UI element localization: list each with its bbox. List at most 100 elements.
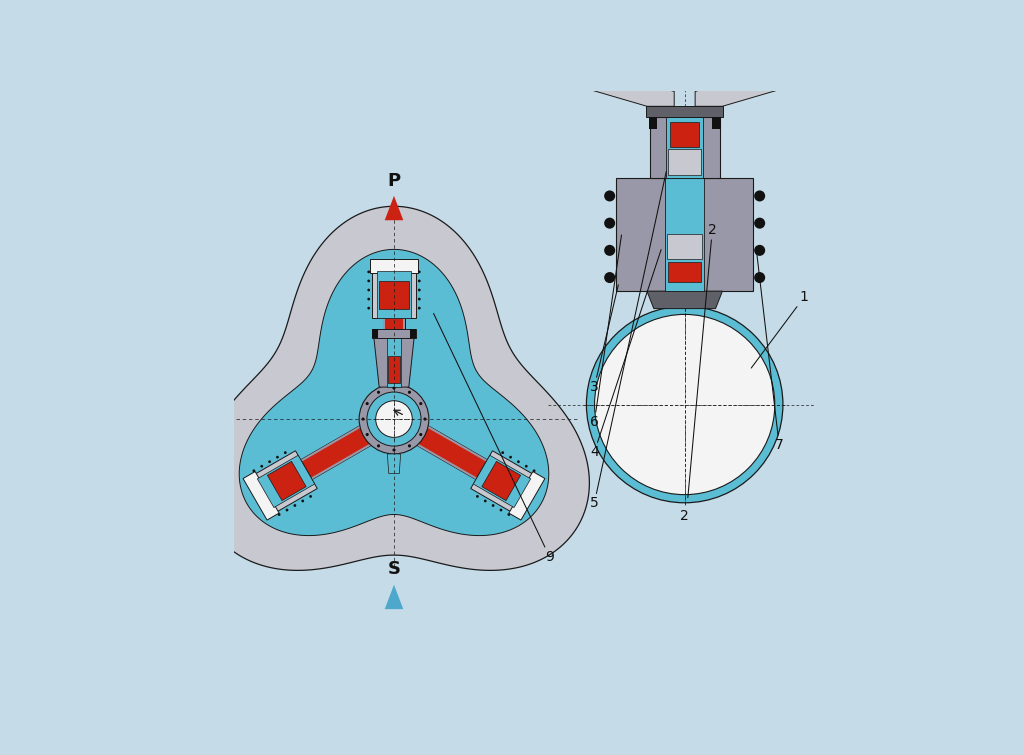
Circle shape: [268, 461, 271, 463]
Polygon shape: [378, 271, 411, 318]
Polygon shape: [665, 177, 705, 291]
Circle shape: [525, 465, 527, 467]
Text: 2: 2: [688, 223, 717, 498]
Polygon shape: [243, 472, 280, 520]
Text: 7: 7: [757, 251, 783, 452]
Circle shape: [532, 470, 536, 472]
Circle shape: [604, 217, 615, 229]
Circle shape: [419, 402, 422, 405]
Circle shape: [253, 470, 255, 472]
Circle shape: [509, 456, 512, 458]
Polygon shape: [301, 426, 360, 461]
Circle shape: [754, 272, 765, 283]
Polygon shape: [471, 451, 534, 512]
Polygon shape: [666, 117, 703, 177]
Polygon shape: [383, 318, 385, 386]
Polygon shape: [240, 249, 549, 535]
Polygon shape: [385, 196, 403, 220]
Polygon shape: [712, 117, 721, 129]
Polygon shape: [647, 291, 722, 309]
Polygon shape: [509, 472, 545, 520]
Polygon shape: [372, 271, 416, 318]
Polygon shape: [301, 426, 371, 479]
Circle shape: [368, 288, 370, 291]
Text: 1: 1: [752, 290, 809, 368]
Circle shape: [604, 272, 615, 283]
Circle shape: [484, 500, 486, 502]
Circle shape: [418, 307, 421, 310]
Circle shape: [368, 270, 370, 273]
Circle shape: [368, 297, 370, 300]
Polygon shape: [385, 584, 403, 609]
Circle shape: [595, 314, 775, 495]
Circle shape: [366, 402, 369, 405]
Circle shape: [418, 270, 421, 273]
Polygon shape: [199, 206, 590, 570]
Circle shape: [476, 495, 479, 498]
Polygon shape: [403, 318, 406, 386]
Polygon shape: [482, 461, 520, 501]
Polygon shape: [255, 451, 317, 512]
Circle shape: [604, 245, 615, 256]
Circle shape: [754, 245, 765, 256]
Polygon shape: [380, 282, 409, 310]
Polygon shape: [616, 177, 754, 291]
Circle shape: [284, 451, 287, 454]
Polygon shape: [648, 117, 657, 129]
Text: 5: 5: [590, 171, 667, 510]
Polygon shape: [668, 235, 702, 260]
Circle shape: [294, 504, 296, 507]
Circle shape: [492, 504, 495, 507]
Text: S: S: [387, 559, 400, 578]
Polygon shape: [417, 426, 487, 479]
Circle shape: [418, 279, 421, 282]
Polygon shape: [372, 329, 378, 337]
Circle shape: [418, 288, 421, 291]
Circle shape: [361, 418, 365, 421]
Polygon shape: [473, 455, 530, 507]
Circle shape: [500, 509, 503, 511]
Polygon shape: [670, 122, 699, 147]
Circle shape: [286, 509, 289, 511]
Circle shape: [754, 217, 765, 229]
Circle shape: [377, 444, 380, 448]
Polygon shape: [669, 149, 700, 174]
Text: P: P: [387, 172, 400, 190]
Polygon shape: [383, 318, 406, 386]
Polygon shape: [267, 461, 306, 501]
Polygon shape: [372, 329, 416, 338]
Circle shape: [359, 384, 429, 454]
Circle shape: [392, 387, 395, 390]
Circle shape: [278, 513, 281, 516]
Circle shape: [508, 513, 510, 516]
Text: 2: 2: [680, 509, 689, 523]
Circle shape: [502, 451, 504, 454]
Text: 3: 3: [590, 285, 618, 394]
Circle shape: [276, 456, 279, 458]
Circle shape: [392, 448, 395, 451]
Text: 9: 9: [433, 313, 554, 564]
Polygon shape: [669, 262, 700, 282]
Polygon shape: [562, 57, 674, 106]
Circle shape: [604, 190, 615, 202]
Text: 6: 6: [590, 235, 622, 429]
Circle shape: [368, 307, 370, 310]
Circle shape: [754, 190, 765, 202]
Circle shape: [423, 418, 427, 421]
Polygon shape: [387, 454, 400, 473]
Polygon shape: [417, 444, 477, 479]
Polygon shape: [374, 338, 414, 387]
Polygon shape: [388, 356, 399, 384]
Circle shape: [260, 465, 263, 467]
Circle shape: [377, 390, 380, 394]
Circle shape: [408, 444, 411, 448]
Polygon shape: [257, 455, 314, 507]
Circle shape: [419, 433, 422, 436]
Circle shape: [587, 307, 783, 503]
Circle shape: [368, 279, 370, 282]
Circle shape: [366, 433, 369, 436]
Circle shape: [408, 390, 411, 394]
Circle shape: [301, 500, 304, 502]
Text: 4: 4: [590, 250, 662, 459]
Polygon shape: [370, 259, 418, 273]
